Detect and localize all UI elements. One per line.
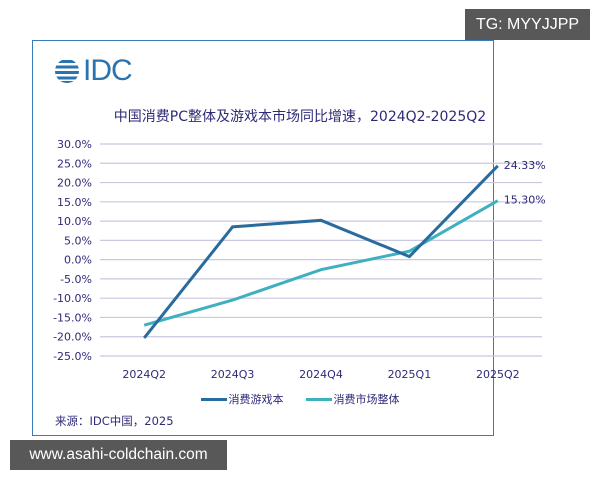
data-labels: 15.30% 24.33%: [504, 159, 546, 207]
y-tick-label: 30.0%: [57, 138, 92, 151]
chart-legend: 消费游戏本 消费市场整体: [0, 391, 600, 407]
end-value-label: 15.30%: [504, 194, 546, 207]
y-tick-label: -15.0%: [53, 311, 92, 324]
gridlines: [100, 143, 542, 357]
x-tick-label: 2024Q3: [211, 368, 255, 381]
legend-label-gaming: 消费游戏本: [228, 393, 284, 406]
chart-title: 中国消费PC整体及游戏本市场同比增速，2024Q2-2025Q2: [113, 109, 487, 125]
y-tick-label: -20.0%: [53, 331, 92, 344]
legend-item-gaming[interactable]: 消费游戏本: [200, 391, 284, 407]
series-line-market: [143, 199, 499, 327]
legend-label-market: 消费市场整体: [333, 393, 400, 406]
y-tick-label: 25.0%: [57, 157, 92, 170]
y-tick-label: 10.0%: [57, 215, 92, 228]
legend-swatch-gaming: [200, 397, 227, 401]
x-axis-labels: 2024Q2 2024Q3 2024Q4 2025Q1 2025Q2: [122, 368, 519, 381]
watermark-tg: TG: MYYJJPP: [465, 9, 590, 40]
y-tick-label: 5.0%: [64, 234, 92, 247]
legend-swatch-market: [305, 397, 332, 401]
end-value-label: 24.33%: [504, 159, 546, 172]
watermark-url: www.asahi-coldchain.com: [10, 440, 227, 470]
idc-logo: IDC: [54, 54, 133, 88]
logo-text: IDC: [83, 54, 133, 87]
chart-card: [32, 40, 494, 436]
series-line-gaming: [143, 164, 499, 339]
series-lines: [143, 164, 499, 339]
y-axis-labels: 30.0% 25.0% 20.0% 15.0% 10.0% 5.0% 0.0% -5.0% -1…: [53, 138, 92, 363]
globe-stripes-icon: [55, 60, 79, 83]
x-tick-label: 2024Q2: [122, 368, 166, 381]
source-note: 来源：IDC中国，2025: [55, 414, 174, 428]
y-tick-label: -5.0%: [60, 273, 92, 286]
legend-item-market[interactable]: 消费市场整体: [305, 391, 400, 407]
y-tick-label: 20.0%: [57, 177, 92, 190]
x-tick-label: 2024Q4: [299, 368, 343, 381]
y-tick-label: -25.0%: [53, 350, 92, 363]
x-tick-label: 2025Q2: [476, 368, 520, 381]
x-tick-label: 2025Q1: [388, 368, 432, 381]
y-tick-label: -10.0%: [53, 292, 92, 305]
y-tick-label: 0.0%: [64, 254, 92, 267]
y-tick-label: 15.0%: [57, 196, 92, 209]
